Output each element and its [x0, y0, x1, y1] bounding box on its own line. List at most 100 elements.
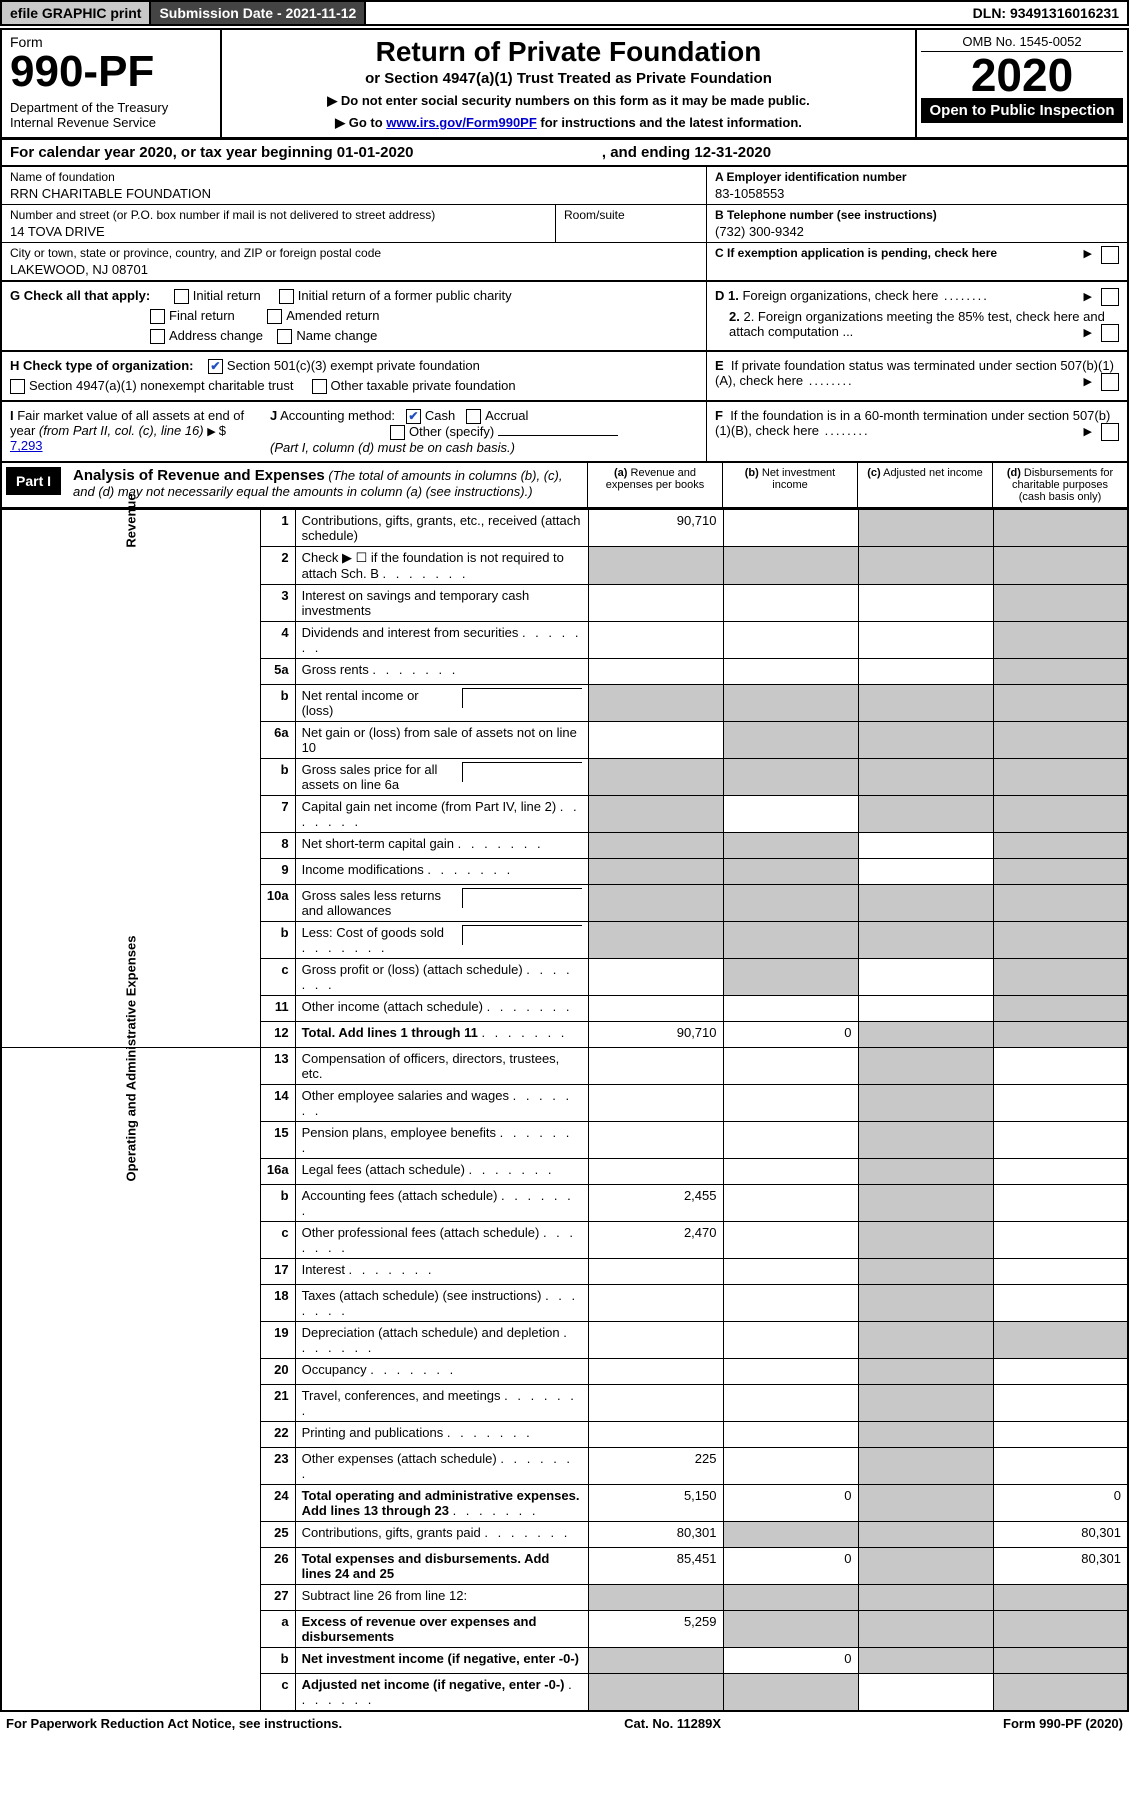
- value-cell: [993, 722, 1128, 759]
- addr-label: Number and street (or P.O. box number if…: [10, 208, 547, 222]
- value-cell: [858, 659, 993, 685]
- value-cell: [588, 685, 723, 722]
- line-number: 23: [260, 1448, 295, 1485]
- room-label: Room/suite: [556, 205, 706, 242]
- j-accrual: Accrual: [485, 408, 528, 423]
- irs-link[interactable]: www.irs.gov/Form990PF: [386, 115, 537, 130]
- f-checkbox[interactable]: [1101, 423, 1119, 441]
- line-number: b: [260, 922, 295, 959]
- value-cell: [723, 1285, 858, 1322]
- instr-pre: ▶ Go to: [335, 115, 386, 130]
- value-cell: 90,710: [588, 1022, 723, 1048]
- line-desc: Less: Cost of goods sold . . . . . . .: [295, 922, 588, 959]
- line-desc: Accounting fees (attach schedule) . . . …: [295, 1185, 588, 1222]
- line-number: b: [260, 1648, 295, 1674]
- value-cell: [993, 1322, 1128, 1359]
- g-amended-checkbox[interactable]: [267, 309, 282, 324]
- line-desc: Pension plans, employee benefits . . . .…: [295, 1122, 588, 1159]
- value-cell: [588, 796, 723, 833]
- value-cell: [993, 685, 1128, 722]
- g-address-checkbox[interactable]: [150, 329, 165, 344]
- line-desc: Check ▶ ☐ if the foundation is not requi…: [295, 547, 588, 585]
- dln-label: DLN: 93491316016231: [965, 2, 1127, 24]
- h-501c3-checkbox[interactable]: [208, 359, 223, 374]
- line-number: b: [260, 1185, 295, 1222]
- e-checkbox[interactable]: [1101, 373, 1119, 391]
- g-name-checkbox[interactable]: [277, 329, 292, 344]
- value-cell: 80,301: [993, 1548, 1128, 1585]
- value-cell: [723, 685, 858, 722]
- value-cell: [993, 885, 1128, 922]
- line-number: 15: [260, 1122, 295, 1159]
- value-cell: [588, 759, 723, 796]
- line-desc: Depreciation (attach schedule) and deple…: [295, 1322, 588, 1359]
- line-desc: Net rental income or (loss): [295, 685, 588, 722]
- value-cell: 85,451: [588, 1548, 723, 1585]
- part1-table: Revenue1Contributions, gifts, grants, et…: [0, 509, 1129, 1712]
- g-d-row: G Check all that apply: Initial return I…: [0, 282, 1129, 352]
- value-cell: [993, 585, 1128, 622]
- value-cell: [993, 1648, 1128, 1674]
- value-cell: [993, 922, 1128, 959]
- c-row: C If exemption application is pending, c…: [707, 243, 1127, 263]
- value-cell: [858, 510, 993, 547]
- j-cash: Cash: [425, 408, 455, 423]
- footer-right: Form 990-PF (2020): [1003, 1716, 1123, 1731]
- value-cell: 80,301: [588, 1522, 723, 1548]
- line-number: 12: [260, 1022, 295, 1048]
- line-number: c: [260, 959, 295, 996]
- j-other-checkbox[interactable]: [390, 425, 405, 440]
- value-cell: [588, 1048, 723, 1085]
- ij-f-row: I Fair market value of all assets at end…: [0, 402, 1129, 463]
- efile-label[interactable]: efile GRAPHIC print: [2, 2, 151, 24]
- line-number: 18: [260, 1285, 295, 1322]
- value-cell: [858, 1122, 993, 1159]
- j-accrual-checkbox[interactable]: [466, 409, 481, 424]
- value-cell: [858, 1285, 993, 1322]
- value-cell: [858, 833, 993, 859]
- g-final-checkbox[interactable]: [150, 309, 165, 324]
- line-number: 1: [260, 510, 295, 547]
- value-cell: [858, 859, 993, 885]
- value-cell: [723, 1122, 858, 1159]
- ein-row: A Employer identification number 83-1058…: [707, 167, 1127, 205]
- line-desc: Other expenses (attach schedule) . . . .…: [295, 1448, 588, 1485]
- line-number: 6a: [260, 722, 295, 759]
- e-block: E If private foundation status was termi…: [707, 352, 1127, 400]
- line-number: 26: [260, 1548, 295, 1585]
- arrow-icon: [1084, 324, 1095, 339]
- g-block: G Check all that apply: Initial return I…: [2, 282, 707, 350]
- h-block: H Check type of organization: Section 50…: [2, 352, 707, 400]
- col-c-header: (c) Adjusted net income: [857, 463, 992, 507]
- header-center: Return of Private Foundation or Section …: [222, 30, 917, 137]
- arrow-icon: [1084, 423, 1095, 438]
- calyear-b: , and ending 12-31-2020: [602, 144, 771, 161]
- value-cell: [723, 959, 858, 996]
- value-cell: 0: [723, 1485, 858, 1522]
- d2-checkbox[interactable]: [1101, 324, 1119, 342]
- value-cell: [993, 1185, 1128, 1222]
- line-desc: Net short-term capital gain . . . . . . …: [295, 833, 588, 859]
- value-cell: [588, 1359, 723, 1385]
- value-cell: [723, 722, 858, 759]
- value-cell: [858, 996, 993, 1022]
- fmv-link[interactable]: 7,293: [10, 438, 43, 453]
- value-cell: [993, 510, 1128, 547]
- line-desc: Other professional fees (attach schedule…: [295, 1222, 588, 1259]
- line-desc: Total operating and administrative expen…: [295, 1485, 588, 1522]
- g-initial-former-checkbox[interactable]: [279, 289, 294, 304]
- calendar-year-row: For calendar year 2020, or tax year begi…: [0, 140, 1129, 167]
- value-cell: [993, 659, 1128, 685]
- col-d-header: (d) Disbursements for charitable purpose…: [992, 463, 1127, 507]
- name-label: Name of foundation: [10, 170, 698, 184]
- g-initial-checkbox[interactable]: [174, 289, 189, 304]
- city-label: City or town, state or province, country…: [10, 246, 698, 260]
- value-cell: [723, 585, 858, 622]
- c-checkbox[interactable]: [1101, 246, 1119, 264]
- j-cash-checkbox[interactable]: [406, 409, 421, 424]
- h-4947-checkbox[interactable]: [10, 379, 25, 394]
- value-cell: [588, 959, 723, 996]
- h-other-checkbox[interactable]: [312, 379, 327, 394]
- d1-checkbox[interactable]: [1101, 288, 1119, 306]
- value-cell: [723, 1585, 858, 1611]
